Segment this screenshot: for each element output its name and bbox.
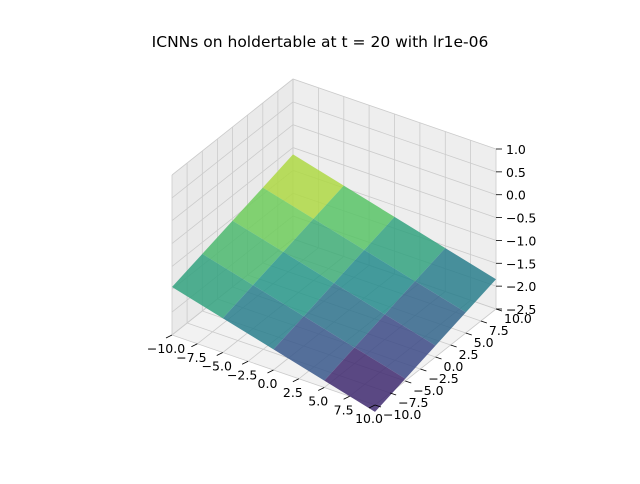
x-tick-label: −2.5	[227, 367, 257, 382]
x-tick	[343, 395, 350, 400]
surface-patch	[303, 283, 385, 348]
y-tick-label: −7.5	[398, 395, 428, 410]
x-tick-label: 2.5	[283, 385, 303, 400]
x-tick	[165, 334, 173, 339]
y-tick	[465, 332, 472, 336]
x-tick-label: −10.0	[147, 341, 185, 356]
y-tick-label: 7.5	[489, 323, 509, 338]
z-gridline	[171, 78, 497, 176]
y-tick-label: 2.5	[459, 347, 479, 362]
x-tick	[241, 360, 249, 365]
x-tick-label: 0.0	[258, 376, 278, 391]
surface-patch	[222, 285, 304, 350]
y-tick	[420, 368, 427, 372]
z-gridline	[171, 101, 497, 199]
x-tick	[216, 352, 223, 356]
x-tick-label: 10.0	[355, 411, 383, 426]
y-tick	[435, 356, 442, 360]
z-tick-label: −2.0	[506, 279, 536, 294]
surface-patch	[202, 220, 284, 286]
x-tick	[318, 387, 325, 391]
y-tick-label: −5.0	[413, 383, 443, 398]
z-gridline	[171, 147, 497, 244]
y-tick-label: −10.0	[383, 407, 421, 422]
z-tick-label: −1.0	[506, 233, 536, 248]
x-tick-label: −7.5	[176, 350, 206, 365]
surface-patch	[262, 154, 344, 219]
z-tick-label: 1.0	[506, 142, 526, 157]
x-tick-label: 7.5	[334, 402, 354, 417]
y-tick	[405, 380, 412, 384]
z-tick-label: 0.0	[506, 188, 526, 203]
surface-patch	[313, 185, 395, 250]
chart-title: ICNNs on holdertable at t = 20 with lr1e…	[151, 33, 489, 51]
y-tick-label: −2.5	[428, 371, 458, 386]
z-gridline	[171, 124, 497, 222]
surface-patch	[354, 314, 436, 379]
y-tick	[374, 404, 382, 408]
y-tick	[389, 392, 397, 396]
surface-patch	[253, 251, 334, 317]
surface-patch	[324, 347, 406, 412]
z-tick-label: −2.5	[506, 302, 536, 317]
surface-patch	[334, 250, 415, 315]
x-tick	[292, 378, 300, 383]
surface-patch	[415, 248, 496, 313]
y-tick-label: 5.0	[474, 335, 494, 350]
y-tick	[450, 344, 457, 348]
surface-patch	[273, 316, 355, 381]
z-tick-label: −0.5	[506, 211, 536, 226]
z-tick-label: 0.5	[506, 165, 526, 180]
x-tick-label: −5.0	[202, 359, 232, 374]
x-tick	[191, 343, 198, 348]
y-tick-label: 0.0	[444, 359, 464, 374]
y-tick-label: 10.0	[504, 311, 532, 326]
surface-patch	[283, 218, 365, 284]
x-tick	[368, 404, 376, 409]
z-tick-label: −1.5	[506, 256, 536, 271]
surface-patch	[232, 187, 314, 252]
surface-patch	[172, 253, 253, 319]
x-tick	[267, 369, 274, 374]
surface-patch	[364, 216, 446, 282]
surface-patch	[384, 281, 466, 346]
x-tick-label: 5.0	[308, 394, 328, 409]
y-tick	[480, 320, 488, 324]
